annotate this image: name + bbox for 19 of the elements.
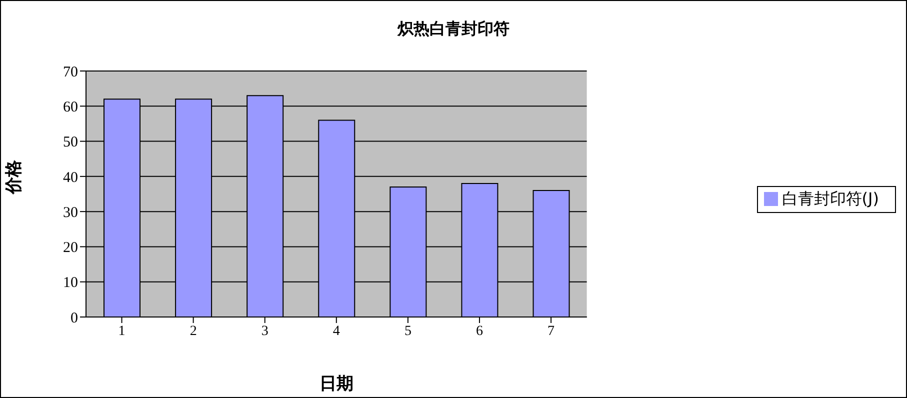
y-tick-label: 60 (63, 99, 78, 116)
x-tick-label: 7 (548, 324, 555, 339)
x-tick-label: 1 (118, 324, 126, 339)
x-tick-label: 6 (476, 324, 483, 339)
x-tick-label: 3 (261, 324, 268, 339)
y-tick-label: 10 (63, 275, 78, 292)
y-axis-title: 价格 (4, 159, 24, 195)
legend-label: 白青封印符(J) (782, 188, 879, 208)
y-tick-label: 30 (63, 204, 78, 221)
y-tick-label: 50 (63, 134, 78, 151)
x-tick-label: 4 (332, 324, 340, 339)
x-tick-label: 2 (190, 324, 197, 339)
y-tick-label: 40 (63, 170, 78, 186)
y-tick-label: 0 (70, 310, 78, 326)
chart-title: 炽热白青封印符 (396, 19, 510, 40)
x-tick-label: 5 (404, 324, 412, 339)
x-axis-title: 日期 (319, 374, 354, 394)
y-tick-label: 70 (63, 64, 78, 80)
y-tick-label: 20 (63, 240, 78, 256)
